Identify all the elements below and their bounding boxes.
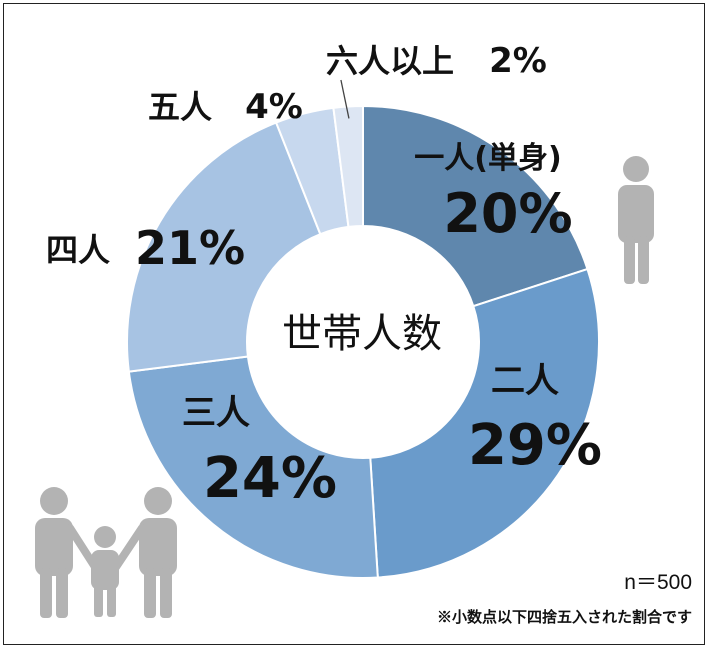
value-label-three: 24% <box>203 446 337 511</box>
category-label-five: 五人 <box>148 88 212 126</box>
family-icon <box>35 487 177 618</box>
chart-frame <box>3 3 705 645</box>
slice-three <box>127 355 379 579</box>
value-label-five: 4% <box>245 87 303 127</box>
sample-size-label: n＝500 <box>624 571 692 594</box>
slice-single <box>362 104 589 308</box>
single-person-icon <box>618 156 654 284</box>
category-label-four: 四人 <box>46 231 110 269</box>
value-label-single: 20% <box>443 182 572 245</box>
slice-four <box>126 121 322 373</box>
category-label-two: 二人 <box>491 361 559 401</box>
slice-six-plus <box>332 104 364 229</box>
value-label-two: 29% <box>468 413 602 478</box>
value-label-four: 21% <box>135 221 245 275</box>
leader-line-six-plus <box>340 79 350 119</box>
center-title: 世帯人数 <box>282 311 442 357</box>
value-label-six-plus: 2% <box>489 41 547 81</box>
footnote: ※小数点以下四捨五入された割合です <box>436 609 692 626</box>
category-label-single: 一人(単身) <box>414 141 561 176</box>
category-label-three: 三人 <box>182 393 250 433</box>
category-label-six-plus: 六人以上 <box>326 42 454 80</box>
slice-two <box>369 267 600 579</box>
donut-slices <box>126 104 600 579</box>
